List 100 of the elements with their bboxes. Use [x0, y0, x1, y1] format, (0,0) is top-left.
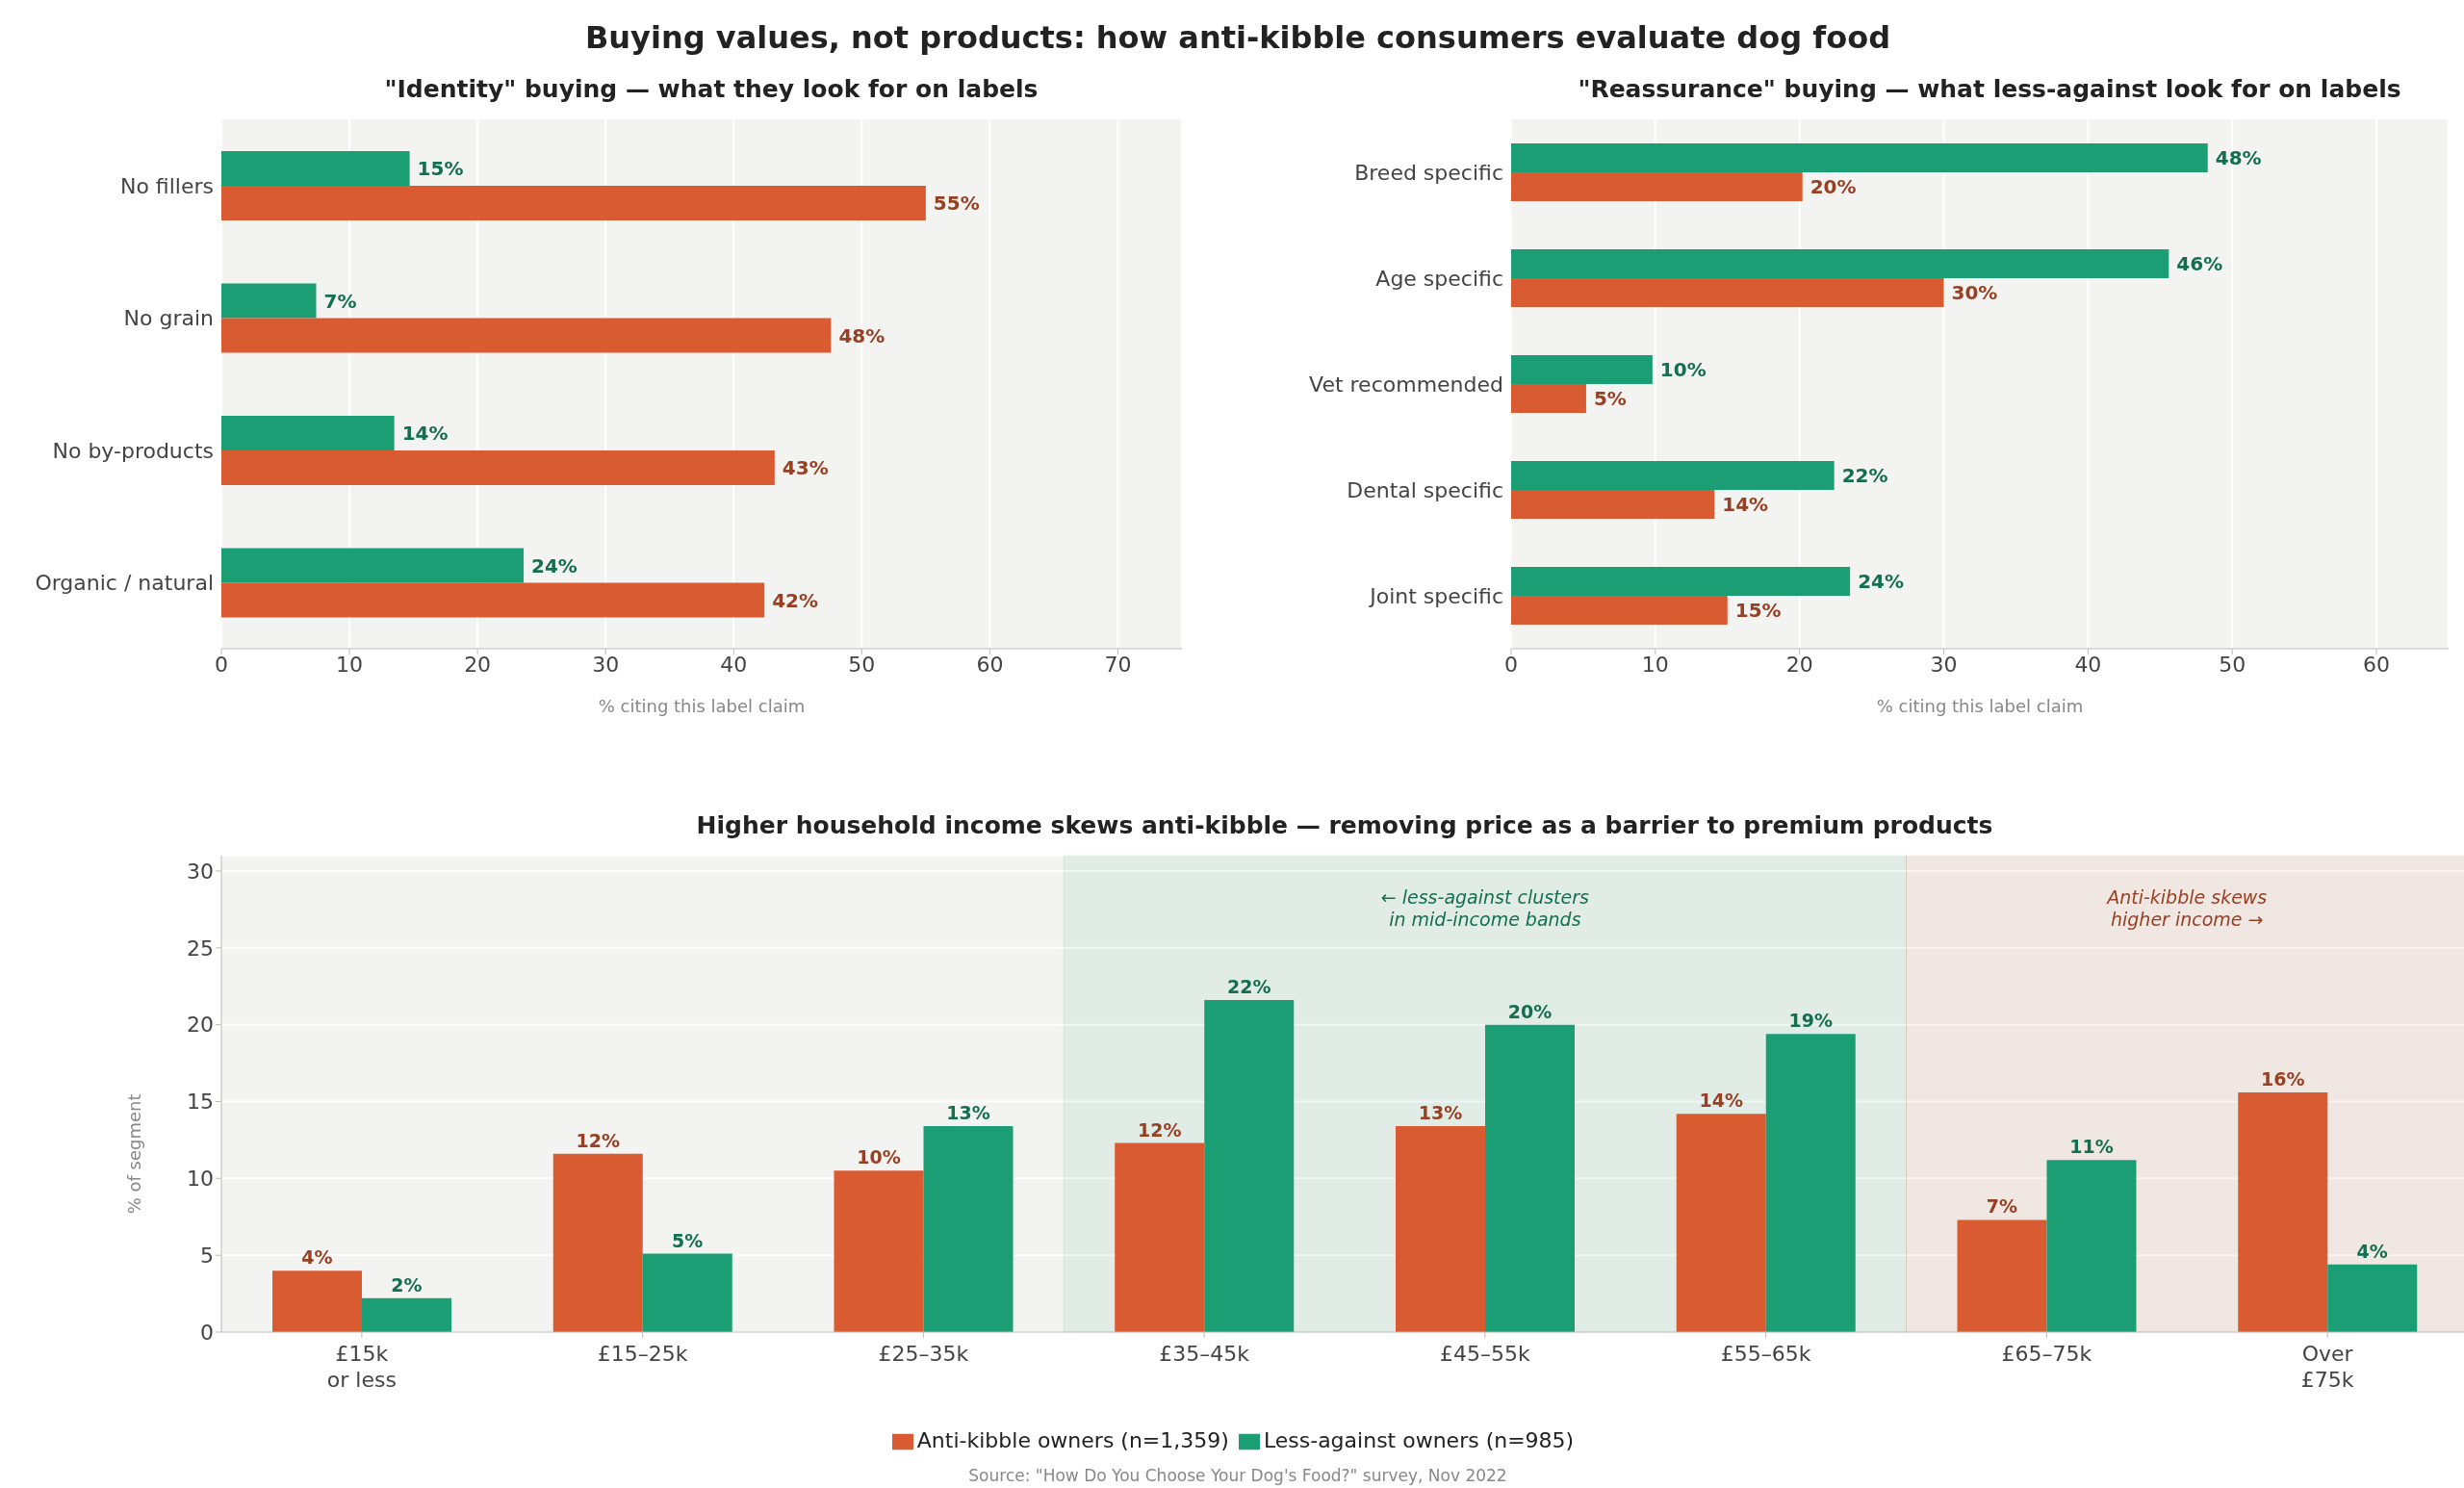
bar	[221, 582, 765, 618]
bar	[1957, 1219, 2047, 1332]
y-tick-label: 30	[187, 859, 214, 884]
x-tick-label: £15k or less	[326, 1342, 397, 1392]
x-tick-label: £15–25k	[597, 1342, 688, 1366]
data-label: 43%	[782, 456, 829, 479]
y-tick-label: Joint specific	[1368, 584, 1503, 608]
x-tick-label: £65–75k	[2001, 1342, 2092, 1366]
data-label: 5%	[1593, 387, 1627, 410]
data-label: 22%	[1841, 464, 1888, 487]
chart-subtitle: Higher household income skews anti-kibble — removing price as a barrier to premium products	[695, 811, 1994, 841]
x-tick-label: 60	[2363, 652, 2391, 677]
bar	[552, 1153, 643, 1332]
bar	[1485, 1024, 1575, 1332]
data-label: 55%	[933, 192, 980, 215]
data-label: 19%	[1788, 1010, 1833, 1032]
bar	[221, 186, 926, 220]
bar	[221, 548, 525, 583]
x-axis-title: % citing this label claim	[598, 696, 806, 716]
data-label: 14%	[1699, 1090, 1743, 1112]
data-label: 30%	[1951, 281, 1998, 304]
x-tick-label: 10	[336, 652, 364, 677]
y-tick-label: Organic / natural	[35, 571, 214, 596]
bar	[1396, 1126, 1485, 1332]
bar	[1511, 490, 1715, 519]
bar	[221, 450, 775, 485]
bar	[1511, 143, 2208, 172]
bar	[923, 1126, 1014, 1332]
band-label: Anti-kibble skews higher income →	[2105, 886, 2268, 930]
bar	[1676, 1114, 1766, 1332]
data-label: 20%	[1507, 1000, 1553, 1022]
data-label: 4%	[2356, 1240, 2388, 1262]
bar	[1511, 461, 1835, 490]
legend-label: Anti-kibble owners (n=1,359)	[916, 1428, 1229, 1452]
y-tick-label: 25	[187, 936, 214, 961]
x-tick-label: 50	[848, 652, 876, 677]
y-tick-label: Dental specific	[1347, 478, 1503, 502]
x-tick-label: 20	[1785, 652, 1813, 677]
bar	[1204, 1000, 1295, 1332]
bar	[2046, 1160, 2137, 1332]
y-tick-label: 20	[187, 1013, 214, 1038]
x-tick-label: £55–65k	[1720, 1342, 1811, 1366]
data-label: 11%	[2069, 1136, 2114, 1158]
x-tick-label: 30	[1930, 652, 1958, 677]
x-tick-label: 10	[1641, 652, 1669, 677]
data-label: 10%	[1659, 358, 1707, 381]
bar	[1765, 1034, 1856, 1332]
x-tick-label: 20	[464, 652, 492, 677]
bar	[2327, 1264, 2418, 1332]
x-tick-label: 30	[592, 652, 620, 677]
data-label: 48%	[838, 323, 886, 347]
bar	[2238, 1091, 2328, 1332]
bar	[1511, 249, 2169, 278]
data-label: 24%	[1858, 570, 1905, 593]
data-label: 5%	[672, 1229, 704, 1251]
chart-subtitle: "Identity" buying — what they look for on labels	[383, 75, 1040, 105]
data-label: 15%	[417, 157, 464, 180]
y-tick-label: No by-products	[52, 438, 214, 463]
y-tick-label: 10	[187, 1167, 214, 1192]
y-tick-label: 5	[200, 1243, 214, 1268]
chart-subtitle: "Reassurance" buying — what less-against look for on labels	[1577, 75, 2402, 105]
y-tick-label: Age specific	[1375, 267, 1503, 291]
data-label: 13%	[946, 1102, 990, 1124]
source-note: Source: "How Do You Choose Your Dog's Food?" survey, Nov 2022	[967, 1466, 1508, 1485]
x-axis-title: % citing this label claim	[1876, 696, 2084, 716]
bar	[1511, 355, 1653, 384]
x-tick-label: 70	[1104, 652, 1132, 677]
chart-title: Buying values, not products: how anti-kibble consumers evaluate dog food	[583, 19, 1892, 56]
x-tick-label: £25–35k	[878, 1342, 969, 1366]
x-tick-label: £45–55k	[1440, 1342, 1530, 1366]
data-label: 2%	[391, 1273, 423, 1296]
bar	[1115, 1142, 1205, 1332]
bar	[272, 1270, 362, 1332]
y-tick-label: No grain	[123, 306, 214, 331]
x-tick-label: £35–45k	[1159, 1342, 1250, 1366]
bar	[221, 151, 410, 186]
bar	[1511, 596, 1728, 625]
data-label: 16%	[2261, 1067, 2305, 1090]
bar	[221, 416, 395, 450]
data-label: 14%	[1722, 493, 1769, 516]
y-tick-label: Breed specific	[1354, 161, 1503, 185]
bar	[1511, 172, 1803, 201]
x-tick-label: 50	[2219, 652, 2246, 677]
bar	[642, 1253, 732, 1332]
y-tick-label: 15	[187, 1090, 214, 1115]
band-label: ← less-against clusters in mid-income bands	[1380, 886, 1590, 930]
bar	[1511, 278, 1944, 307]
data-label: 24%	[531, 553, 578, 577]
x-tick-label: 40	[2074, 652, 2102, 677]
y-tick-label: Vet recommended	[1309, 372, 1503, 397]
y-tick-label: No fillers	[119, 173, 214, 198]
data-label: 15%	[1734, 599, 1782, 622]
x-tick-label: Over £75k	[2300, 1342, 2354, 1392]
data-label: 20%	[1810, 175, 1857, 198]
bar	[1511, 567, 1851, 596]
bar	[221, 318, 832, 353]
data-label: 12%	[576, 1129, 620, 1151]
data-label: 14%	[401, 422, 449, 445]
data-label: 46%	[2176, 252, 2223, 275]
data-label: 10%	[857, 1146, 901, 1168]
